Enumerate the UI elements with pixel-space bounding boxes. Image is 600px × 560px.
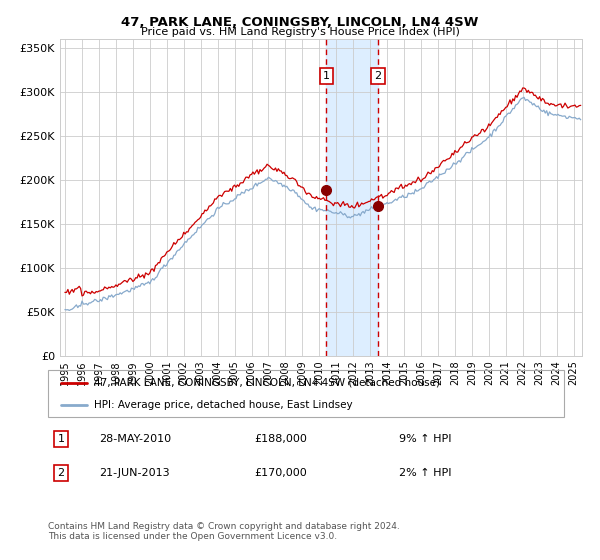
Text: 21-JUN-2013: 21-JUN-2013 [100,468,170,478]
Text: 2: 2 [374,71,382,81]
Text: This data is licensed under the Open Government Licence v3.0.: This data is licensed under the Open Gov… [48,532,337,541]
Text: 28-MAY-2010: 28-MAY-2010 [100,434,172,444]
Text: 9% ↑ HPI: 9% ↑ HPI [399,434,451,444]
Text: HPI: Average price, detached house, East Lindsey: HPI: Average price, detached house, East… [94,400,353,410]
Text: 1: 1 [323,71,330,81]
Text: £170,000: £170,000 [254,468,307,478]
Text: £188,000: £188,000 [254,434,307,444]
Text: 1: 1 [58,434,64,444]
Text: Price paid vs. HM Land Registry's House Price Index (HPI): Price paid vs. HM Land Registry's House … [140,27,460,37]
Text: 2: 2 [58,468,64,478]
Text: 47, PARK LANE, CONINGSBY, LINCOLN, LN4 4SW (detached house): 47, PARK LANE, CONINGSBY, LINCOLN, LN4 4… [94,378,440,388]
Text: Contains HM Land Registry data © Crown copyright and database right 2024.: Contains HM Land Registry data © Crown c… [48,522,400,531]
Text: 2% ↑ HPI: 2% ↑ HPI [399,468,451,478]
Bar [326,39,378,356]
Text: 47, PARK LANE, CONINGSBY, LINCOLN, LN4 4SW: 47, PARK LANE, CONINGSBY, LINCOLN, LN4 4… [121,16,479,29]
